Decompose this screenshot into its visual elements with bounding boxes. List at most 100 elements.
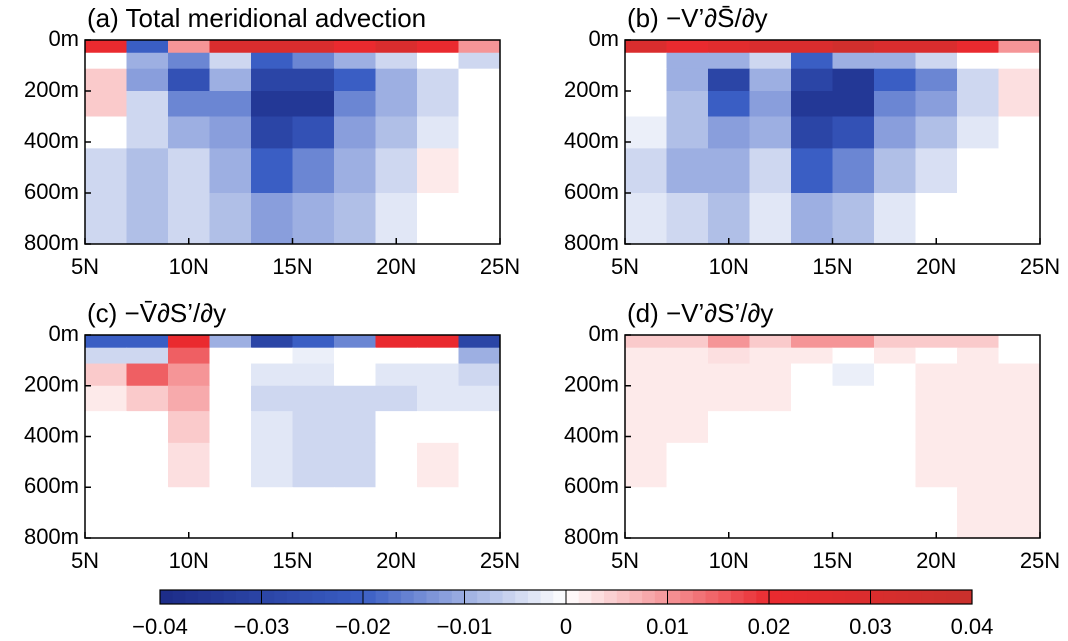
cell <box>915 487 958 538</box>
colorbar-step <box>781 590 795 604</box>
cell <box>375 411 418 444</box>
panel-title: (d) −V’∂S’/∂y <box>627 298 773 328</box>
y-tick-label: 0m <box>588 321 619 346</box>
y-tick-label: 800m <box>564 230 619 255</box>
colorbar-step <box>299 590 313 604</box>
field <box>85 335 500 538</box>
cell <box>625 487 668 538</box>
cell <box>375 116 418 149</box>
cell <box>417 52 460 70</box>
colorbar-tick-label: −0.02 <box>335 614 391 639</box>
colorbar-step <box>363 590 377 604</box>
cell <box>874 347 917 365</box>
cell <box>791 335 834 349</box>
cell <box>458 385 500 412</box>
colorbar-step <box>477 590 491 604</box>
colorbar-step <box>642 590 656 604</box>
cell <box>791 385 834 412</box>
cell <box>458 116 500 149</box>
cell <box>334 335 377 349</box>
cell <box>168 40 211 54</box>
cell <box>334 385 377 412</box>
cell <box>168 68 211 92</box>
cell <box>957 68 1000 92</box>
colorbar-tick-label: −0.03 <box>234 614 290 639</box>
cell <box>334 193 377 244</box>
cell <box>417 363 460 387</box>
colorbar-step <box>324 590 339 604</box>
cell <box>458 148 500 194</box>
colorbar-step <box>921 590 935 604</box>
cell <box>334 411 377 444</box>
cell <box>85 411 128 444</box>
cell <box>209 193 252 244</box>
cell <box>957 442 1000 488</box>
cell <box>292 148 335 194</box>
cell <box>666 487 709 538</box>
cell <box>874 363 917 387</box>
cell <box>251 335 294 349</box>
cell <box>749 116 792 149</box>
y-tick-label: 800m <box>564 524 619 549</box>
cell <box>209 335 252 349</box>
cell <box>168 52 211 70</box>
cell <box>458 91 500 118</box>
cell <box>874 442 917 488</box>
cell <box>209 347 252 365</box>
cell <box>791 148 834 194</box>
colorbar-tick-label: 0 <box>560 614 572 639</box>
cell <box>874 193 917 244</box>
colorbar-step <box>464 590 478 604</box>
cell <box>749 68 792 92</box>
cell <box>417 411 460 444</box>
cell <box>998 91 1040 118</box>
cell <box>874 487 917 538</box>
cell <box>334 442 377 488</box>
cell <box>251 487 294 538</box>
cell <box>749 40 792 54</box>
panel-title: (a) Total meridional advection <box>87 3 426 33</box>
cell <box>998 40 1040 54</box>
cell <box>126 347 169 365</box>
cell <box>708 385 751 412</box>
colorbar-tick-label: 0.04 <box>951 614 994 639</box>
cell <box>417 347 460 365</box>
cell <box>85 487 128 538</box>
cell <box>708 193 751 244</box>
y-tick-label: 400m <box>564 128 619 153</box>
cell <box>832 148 875 194</box>
colorbar-step <box>832 590 846 604</box>
cell <box>915 385 958 412</box>
colorbar-step <box>350 590 364 604</box>
colorbar-step <box>274 590 288 604</box>
colorbar-step <box>261 590 275 604</box>
cell <box>334 52 377 70</box>
cell <box>874 148 917 194</box>
cell <box>85 91 128 118</box>
y-tick-label: 600m <box>564 473 619 498</box>
cell <box>85 116 128 149</box>
cell <box>998 193 1040 244</box>
cell <box>998 363 1040 387</box>
cell <box>708 91 751 118</box>
cell <box>168 193 211 244</box>
cell <box>998 148 1040 194</box>
y-tick-label: 0m <box>588 26 619 51</box>
cell <box>957 40 1000 54</box>
cell <box>666 52 709 70</box>
cell <box>168 411 211 444</box>
cell <box>666 347 709 365</box>
cell <box>334 40 377 54</box>
cell <box>126 411 169 444</box>
cell <box>625 385 668 412</box>
cell <box>417 148 460 194</box>
panel-title: (c) −V̄∂S’/∂y <box>87 298 226 328</box>
colorbar-step <box>388 590 402 604</box>
cell <box>625 411 668 444</box>
cell <box>292 193 335 244</box>
cell <box>625 363 668 387</box>
cell <box>375 40 418 54</box>
colorbar-step <box>756 590 770 604</box>
cell <box>209 363 252 387</box>
cell <box>749 347 792 365</box>
